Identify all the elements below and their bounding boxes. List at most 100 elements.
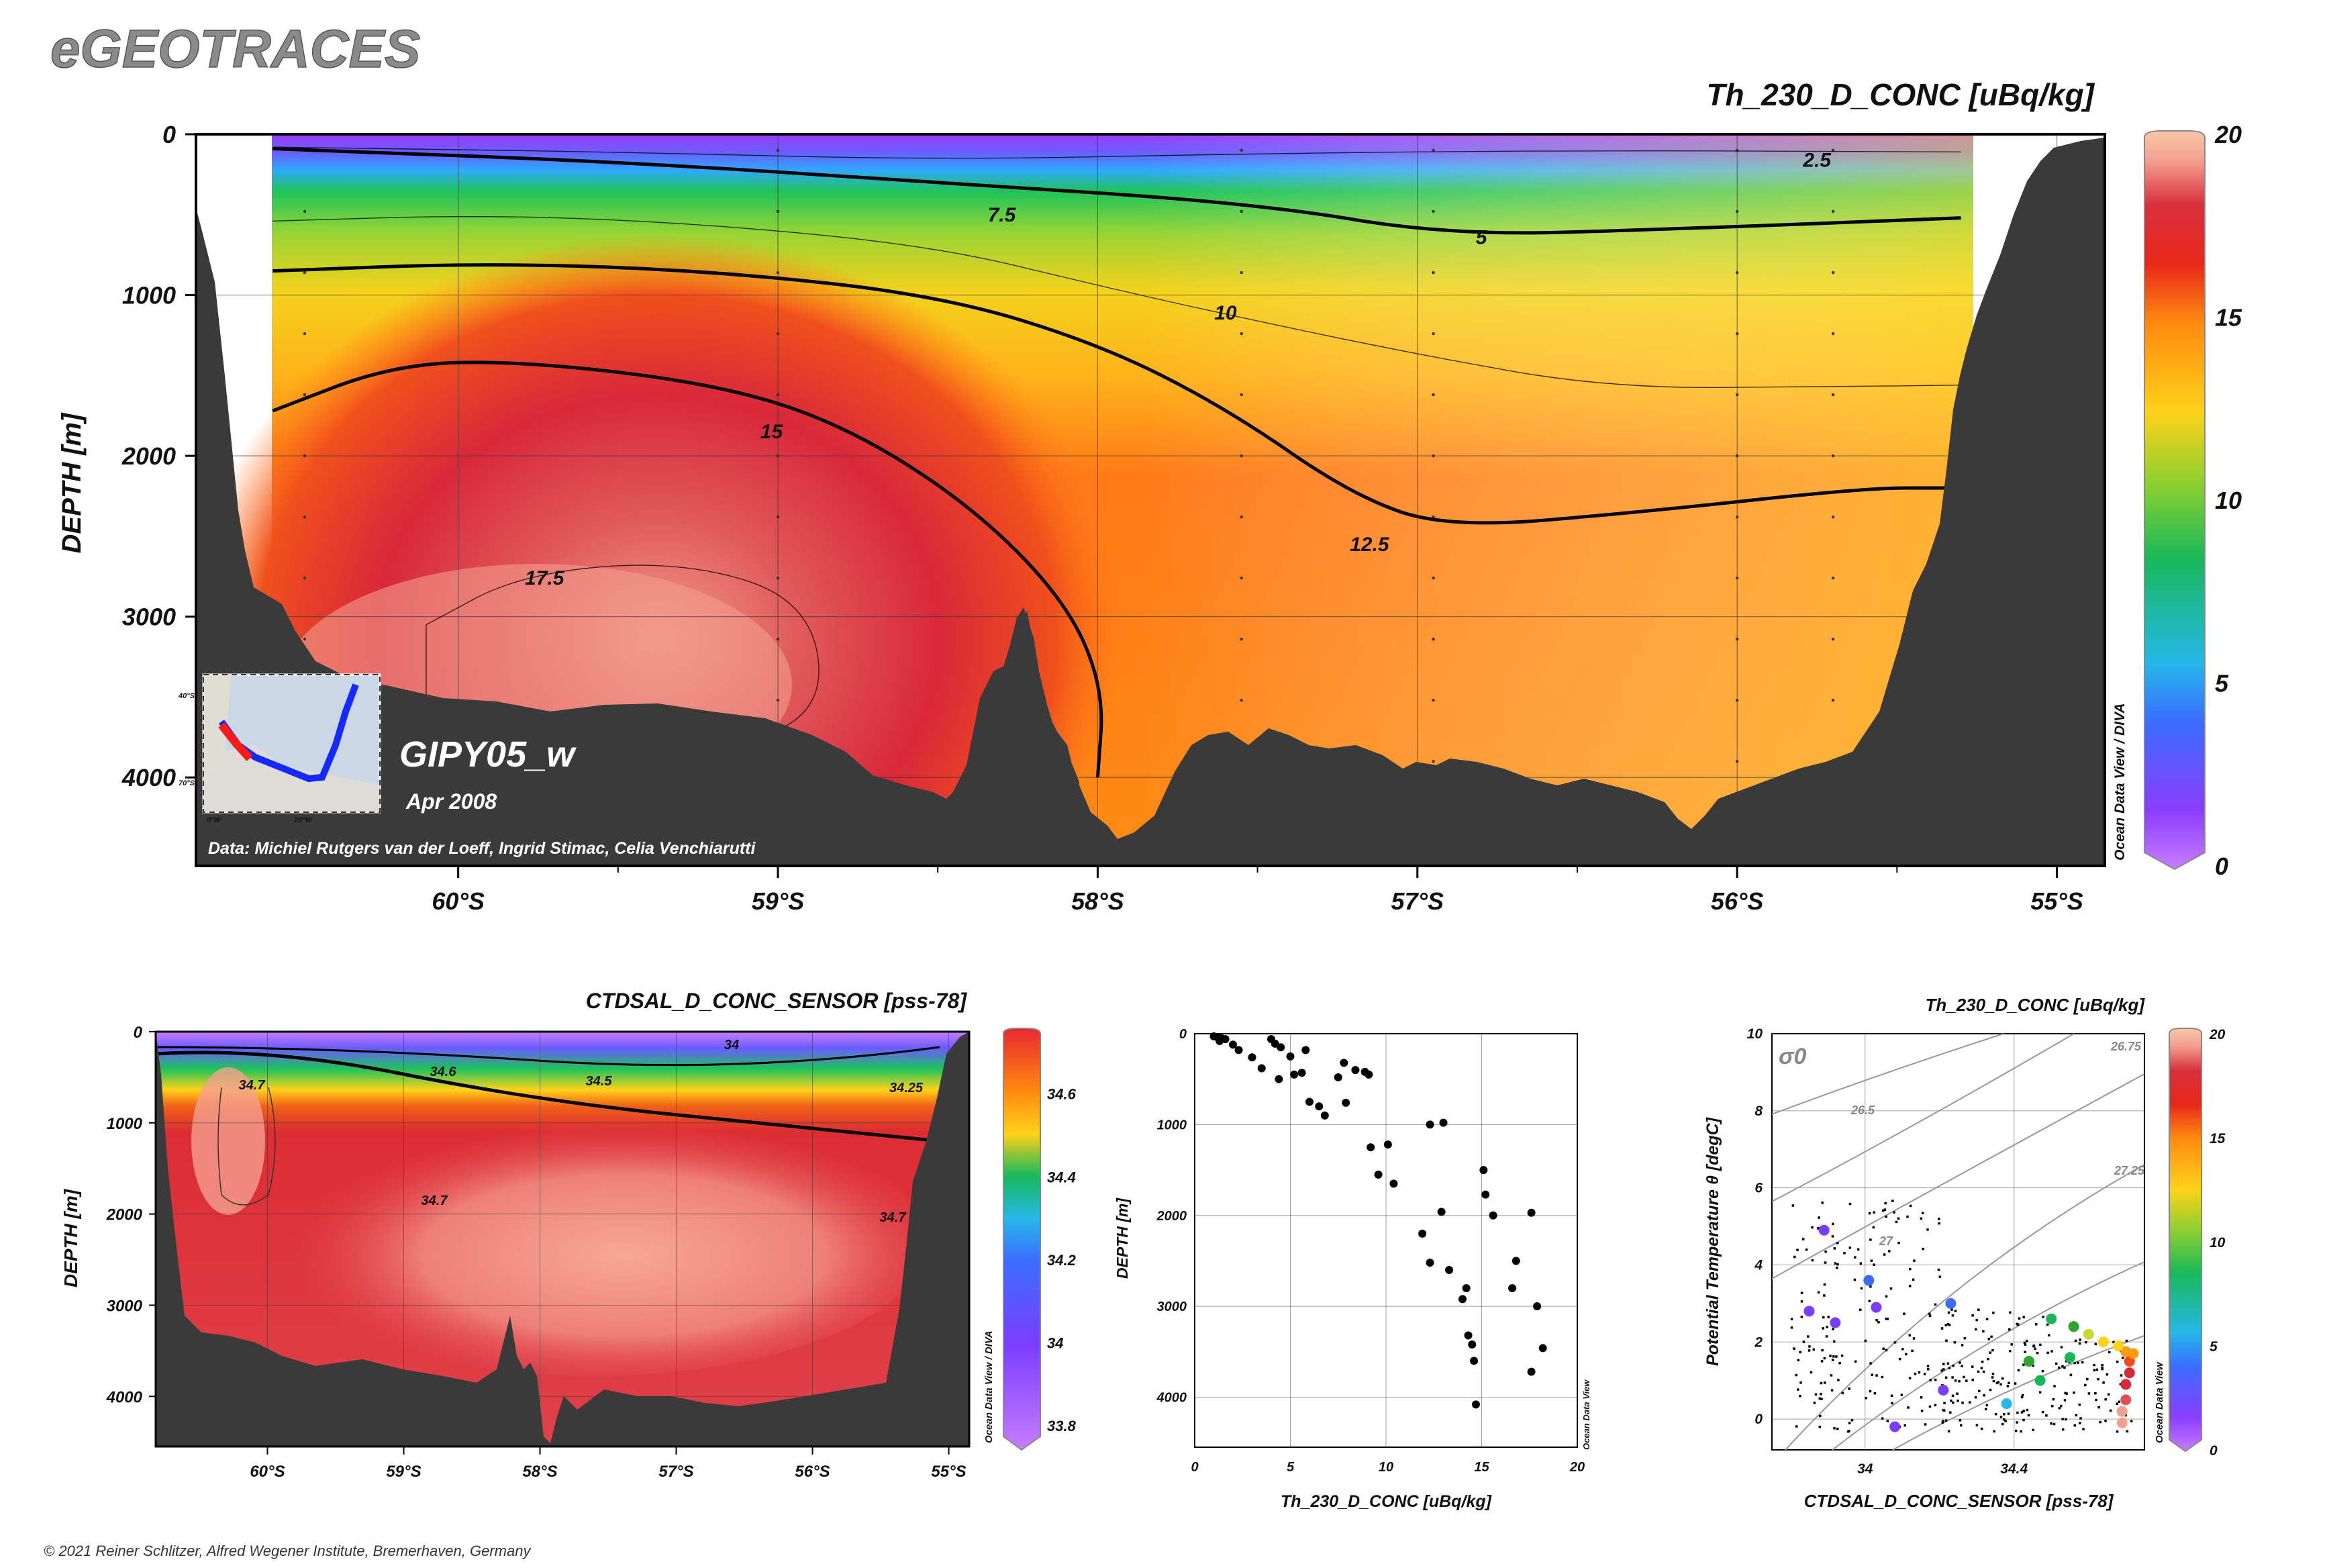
ts-background-point <box>2014 1429 2018 1432</box>
main-sample-dot <box>1432 332 1435 336</box>
ts-background-point <box>2130 1420 2133 1423</box>
ts-background-point <box>1953 1341 1957 1344</box>
profile-point <box>1340 1059 1348 1067</box>
ts-background-point <box>1963 1375 1965 1379</box>
salinity-x-tick-label: 56°S <box>795 1463 830 1481</box>
profile-point <box>1527 1367 1536 1376</box>
brand-title: eGEOTRACES <box>50 19 420 79</box>
profile-point <box>1248 1053 1256 1062</box>
profile-point <box>1458 1295 1467 1304</box>
ts-background-point <box>2093 1363 2095 1367</box>
ts-background-point <box>1807 1335 1810 1338</box>
main-sample-dot <box>1432 271 1435 275</box>
ts-background-point <box>1868 1300 1871 1302</box>
ts-background-point <box>1835 1355 1838 1358</box>
main-sample-dot <box>1432 393 1435 397</box>
ts-background-point <box>1975 1424 1979 1427</box>
profile-point <box>1290 1070 1299 1079</box>
ts-colored-point <box>1938 1385 1949 1396</box>
profile-point <box>1271 1039 1279 1048</box>
ts-background-point <box>1938 1275 1942 1278</box>
profile-point <box>1389 1179 1398 1188</box>
ts-background-point <box>1841 1391 1844 1395</box>
ts-background-point <box>2007 1412 2010 1415</box>
ts-background-point <box>1992 1379 1995 1383</box>
ts-background-point <box>1997 1381 2000 1383</box>
main-sample-dot <box>1240 454 1243 458</box>
profile-point <box>1468 1340 1477 1349</box>
ts-background-point <box>1975 1318 1978 1322</box>
ts-background-point <box>1860 1287 1863 1290</box>
main-sample-dot <box>776 148 780 152</box>
ts-background-point <box>1836 1267 1838 1269</box>
ts-background-point <box>2022 1410 2025 1412</box>
main-colorbar-tick-label: 15 <box>2215 304 2242 332</box>
profile-point <box>1527 1208 1536 1217</box>
ts-background-point <box>1994 1412 1997 1416</box>
ts-background-point <box>1971 1365 1974 1368</box>
ts-background-point <box>2097 1406 2100 1409</box>
profile-point <box>1305 1097 1314 1106</box>
ts-background-point <box>1923 1373 1926 1375</box>
ts-background-point <box>1875 1318 1878 1322</box>
main-sample-dot <box>1735 209 1739 213</box>
salinity-contour-label: 34.6 <box>430 1065 457 1079</box>
ts-background-point <box>2118 1400 2120 1404</box>
ts-background-point <box>2041 1410 2044 1414</box>
profile-x-tick-label: 10 <box>1379 1460 1393 1475</box>
copyright: © 2021 Reiner Schlitzer, Alfred Wegener … <box>44 1542 532 1559</box>
profile-gridlines <box>1194 1033 1578 1447</box>
ts-background-point <box>1869 1389 1872 1393</box>
ts-background-point <box>1934 1303 1937 1306</box>
main-sample-dot <box>1831 332 1835 336</box>
inset-lat-label-2: 70°S <box>179 779 195 787</box>
main-contour-7.5 <box>273 215 1961 389</box>
profile-x-tick-label: 5 <box>1287 1460 1295 1475</box>
ts-colorbar: 0 5 10 15 20 Ocean Data View <box>2154 1027 2226 1459</box>
ts-background-point <box>1908 1377 1912 1379</box>
salinity-ylabel: DEPTH [m] <box>60 1188 81 1287</box>
ts-colored-point <box>1803 1306 1815 1317</box>
ts-background-point <box>1820 1360 1824 1363</box>
ts-background-point <box>1906 1215 1909 1218</box>
main-contour-label: 10 <box>1214 302 1237 324</box>
ts-background-point <box>2097 1377 2099 1381</box>
ts-background-point <box>2086 1377 2089 1381</box>
profile-point <box>1470 1357 1479 1365</box>
ts-background-point <box>1908 1334 1911 1337</box>
main-sample-dot <box>303 271 307 275</box>
ts-background-point <box>1864 1339 1867 1342</box>
main-sample-dot <box>1432 454 1435 458</box>
ts-background-point <box>1948 1367 1951 1369</box>
ts-background-point <box>2022 1363 2025 1366</box>
main-y-tick-label: 4000 <box>121 764 176 791</box>
ts-background-point <box>1961 1365 1963 1367</box>
ts-background-point <box>1870 1259 1873 1262</box>
main-y-tick-label: 0 <box>162 121 176 148</box>
profile-scatter-plot: 0 5 10 15 20 0 1000 2000 3000 4000 Th_230_D_CONC … <box>1113 1027 1591 1511</box>
ts-background-point <box>1885 1349 1888 1352</box>
ts-background-point <box>2061 1428 2065 1431</box>
profile-point <box>1533 1302 1542 1311</box>
main-section-plot: 2.5 5 7.5 10 12.5 15 17.5 60°S 59°S 58°S 57°S 56°S… <box>57 77 2242 915</box>
ts-background-point <box>2017 1369 2020 1372</box>
ts-background-point <box>1893 1341 1897 1344</box>
ts-background-point <box>1961 1344 1964 1346</box>
salinity-title: CTDSAL_D_CONC_SENSOR [pss-78] <box>586 989 968 1013</box>
profile-point <box>1286 1052 1295 1061</box>
main-sample-dot <box>776 515 780 519</box>
ts-background-point <box>1971 1314 1974 1317</box>
ts-background-point <box>2095 1368 2099 1371</box>
salinity-colorbar-tick-label: 34.6 <box>1047 1086 1077 1103</box>
profile-point <box>1512 1257 1520 1265</box>
ts-isopycnal-label-3: 27 <box>1879 1234 1893 1248</box>
ts-colored-point <box>2046 1313 2057 1324</box>
main-contour-2.5 <box>273 146 1961 159</box>
ts-background-point <box>2074 1339 2077 1342</box>
ts-background-point <box>1800 1291 1803 1294</box>
salinity-colorbar-label: Ocean Data View / DIVA <box>983 1330 995 1443</box>
main-sample-dot <box>1735 271 1739 275</box>
ts-background-point <box>1951 1314 1954 1317</box>
main-sample-dot <box>1831 515 1835 519</box>
ts-background-point <box>1850 1419 1854 1422</box>
